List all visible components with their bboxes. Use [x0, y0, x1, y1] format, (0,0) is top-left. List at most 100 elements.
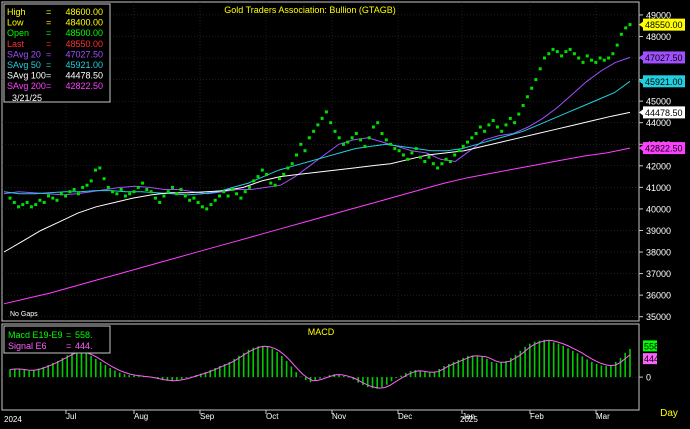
year-label: 2025 — [460, 415, 478, 424]
last-value-pointer — [639, 21, 643, 28]
price-point — [269, 181, 273, 185]
price-tick-label: 38000 — [646, 248, 671, 258]
price-point — [47, 194, 50, 198]
price-point — [359, 138, 363, 142]
macd-last-label: 444 — [644, 354, 659, 364]
price-point — [478, 125, 482, 129]
price-point — [538, 67, 542, 71]
price-point — [354, 132, 358, 135]
stats-value: 47027.50 — [65, 49, 103, 59]
macd-last-box — [643, 340, 657, 352]
last-value-box — [643, 106, 685, 119]
price-point — [466, 140, 469, 144]
price-panel: 35000 36000 37000 38000 39000 40000 41000 42000… — [1, 1, 685, 322]
stats-eq: = — [46, 60, 51, 70]
price-point — [572, 52, 576, 56]
price-tick-label: 36000 — [646, 291, 671, 301]
price-point — [51, 196, 55, 200]
price-point — [483, 129, 487, 133]
last-value-labels: 48550.00 47027.50 45921.00 44478.50 42822.50 — [639, 18, 685, 155]
price-point — [166, 190, 170, 194]
macd-histogram — [9, 339, 631, 389]
stats-label: High — [7, 7, 26, 17]
price-point — [624, 26, 628, 30]
price-point — [222, 190, 226, 194]
price-point — [89, 179, 93, 183]
price-tick-label: 40000 — [646, 204, 671, 214]
price-point — [324, 110, 328, 114]
moving-average-line-savg-50 — [3, 80, 631, 196]
price-tick-label: 48000 — [646, 32, 671, 42]
price-point — [419, 155, 422, 159]
price-point — [55, 198, 59, 202]
price-point — [491, 119, 495, 122]
price-point — [282, 172, 286, 176]
price-tick-label: 45000 — [646, 97, 671, 107]
date-tick-label: Mar — [596, 412, 610, 421]
year-label: 2024 — [4, 415, 22, 424]
price-tick-label: 49000 — [646, 10, 671, 20]
date-tick-label: Oct — [266, 412, 279, 421]
price-point — [581, 60, 585, 64]
price-point — [397, 149, 401, 153]
date-axis: Jul Aug Sep Oct Nov Dec Jan Feb Mar 2024 2025 — [2, 409, 639, 424]
price-point — [175, 192, 179, 196]
stats-label: Last — [7, 39, 25, 49]
price-point — [256, 175, 260, 179]
price-point — [188, 198, 192, 202]
macd-legend-label: Signal E6 — [8, 341, 47, 351]
price-point — [513, 121, 517, 125]
price-point — [85, 183, 89, 187]
price-point — [205, 207, 209, 211]
stats-label: Low — [7, 18, 24, 28]
last-value-box — [643, 75, 685, 88]
price-point — [564, 50, 568, 54]
price-tick-label: 42000 — [646, 161, 671, 171]
price-point — [312, 129, 316, 133]
price-point — [521, 104, 525, 107]
price-point — [602, 58, 606, 62]
last-value-label: 44478.50 — [645, 108, 683, 118]
price-point — [25, 201, 29, 204]
price-point — [141, 181, 145, 185]
price-point — [59, 192, 63, 196]
price-point — [81, 185, 85, 189]
price-point — [598, 56, 602, 60]
price-point — [342, 142, 345, 146]
price-point — [619, 32, 623, 36]
price-point — [299, 142, 303, 146]
price-point — [500, 129, 504, 133]
no-gaps-note: No Gaps — [10, 311, 38, 318]
price-point — [389, 142, 393, 146]
price-point — [243, 190, 247, 194]
macd-legend-rows: Macd E19-E9 = 558. Signal E6 = 444. — [8, 330, 93, 351]
price-tick-label: 44000 — [646, 118, 671, 128]
stats-value: 44478.50 — [65, 71, 103, 81]
stats-eq: = — [46, 71, 51, 81]
date-tick-label: Aug — [134, 412, 148, 421]
price-point — [136, 185, 140, 189]
price-point — [436, 166, 440, 170]
price-point — [307, 136, 311, 140]
price-point — [115, 192, 119, 196]
price-point — [337, 136, 341, 140]
price-point — [158, 201, 162, 204]
price-point — [525, 95, 529, 99]
price-point — [393, 147, 397, 151]
stats-value: 48600.00 — [65, 7, 103, 17]
price-point — [555, 50, 559, 54]
moving-average-line-savg-200 — [3, 147, 631, 305]
price-point — [611, 52, 615, 56]
price-point — [448, 160, 452, 163]
price-point — [265, 172, 269, 176]
price-point — [196, 201, 200, 204]
price-point — [119, 188, 123, 191]
date-tick-label: Feb — [530, 412, 544, 421]
date-tick-label: Jan — [462, 412, 475, 421]
macd-legend: Macd E19-E9 = 558. Signal E6 = 444. — [3, 325, 111, 354]
price-point — [530, 86, 534, 90]
price-point — [72, 188, 76, 191]
price-points — [8, 23, 632, 211]
